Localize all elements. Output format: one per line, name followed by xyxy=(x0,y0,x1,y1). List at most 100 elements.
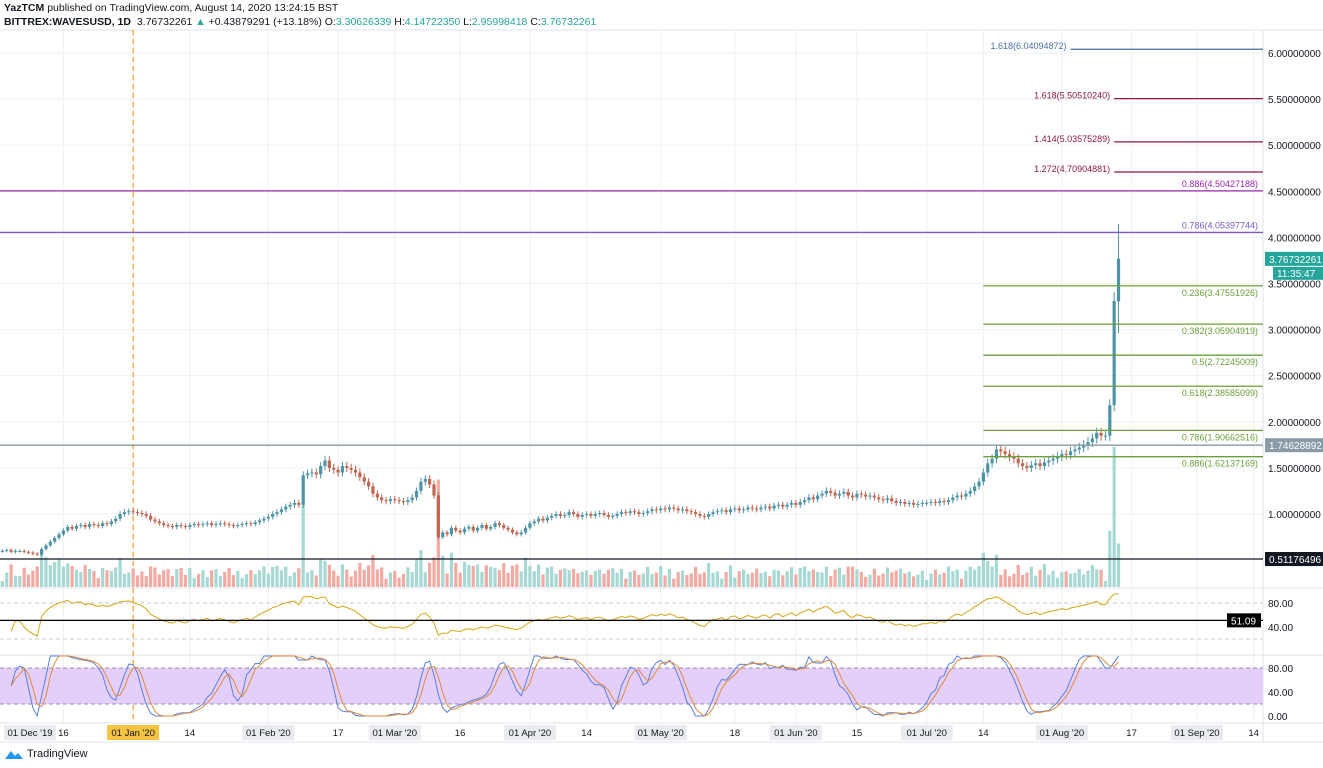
volume-bar xyxy=(214,569,218,587)
volume-bar xyxy=(829,575,833,587)
candle-body xyxy=(1042,462,1046,467)
volume-bar xyxy=(955,569,959,587)
volume-bar xyxy=(667,569,672,587)
volume-bar xyxy=(284,566,288,587)
candle-body xyxy=(305,473,310,476)
fib-level-label: 0.886(1.62137169) xyxy=(1182,459,1258,469)
volume-bar xyxy=(523,557,528,587)
volume-bar xyxy=(676,572,680,587)
candle-body xyxy=(741,509,746,511)
volume-bar xyxy=(489,566,493,587)
candle-body xyxy=(824,490,828,494)
price-chart[interactable]: 1.74628892 0.51176496 1.618(6.04094872) 1.6… xyxy=(0,0,1323,745)
volume-bar xyxy=(166,569,170,587)
volume-bar xyxy=(702,572,706,587)
fib-level-label: 0.618(2.38585099) xyxy=(1182,388,1258,398)
volume-bar xyxy=(532,571,536,587)
candle-body xyxy=(999,449,1003,452)
candle-body xyxy=(122,512,127,514)
candle-body xyxy=(672,507,676,509)
volume-bar xyxy=(74,569,79,587)
candle-body xyxy=(654,509,658,511)
volume-bar xyxy=(1051,570,1055,587)
volume-bar xyxy=(471,565,475,587)
candle-body xyxy=(772,505,776,509)
fib-level-label: 0.886(4.50427188) xyxy=(1182,179,1258,189)
volume-bar xyxy=(650,573,654,587)
candle-body xyxy=(698,514,702,516)
volume-bar xyxy=(497,570,501,587)
candle-body xyxy=(175,525,179,527)
volume-bar xyxy=(711,572,715,587)
volume-bar xyxy=(759,573,763,587)
candle-body xyxy=(22,550,26,552)
candle-body xyxy=(353,469,358,473)
time-axis-tick: 01 Dec '19 xyxy=(7,728,52,739)
candle-body xyxy=(157,521,161,524)
volume-bar xyxy=(258,570,262,587)
volume-bar xyxy=(149,566,153,587)
candle-body xyxy=(746,507,750,510)
volume-bar xyxy=(694,566,698,587)
candle-body xyxy=(942,501,946,503)
stoch-d-line xyxy=(10,655,1119,717)
candle-body xyxy=(258,520,262,523)
candle-body xyxy=(253,522,257,525)
candle-body xyxy=(733,508,737,510)
symbol-title[interactable]: BITTREX:WAVESUSD, 1D xyxy=(4,16,131,28)
time-axis-tick: 14 xyxy=(185,728,196,739)
candle-body xyxy=(593,514,597,516)
volume-bar xyxy=(236,571,240,587)
volume-bar xyxy=(933,569,937,587)
volume-bar xyxy=(663,575,667,587)
volume-bar xyxy=(358,563,362,587)
time-axis-tick: 01 Apr '20 xyxy=(509,728,552,739)
candle-body xyxy=(759,507,763,510)
candle-body xyxy=(419,481,423,491)
volume-bar xyxy=(820,572,824,587)
volume-bar xyxy=(301,504,305,587)
volume-bar xyxy=(641,573,645,587)
volume-bar xyxy=(192,578,196,587)
candle-body xyxy=(515,532,519,535)
volume-bar xyxy=(458,572,462,587)
volume-bar xyxy=(170,576,174,587)
candle-body xyxy=(885,498,890,501)
candle-body xyxy=(585,514,589,515)
volume-bar xyxy=(26,574,31,587)
time-label-bg xyxy=(1171,725,1223,740)
volume-bar xyxy=(340,564,345,587)
stoch-k-line xyxy=(10,655,1119,718)
volume-bar xyxy=(454,562,458,587)
candle-body xyxy=(842,491,846,494)
candle-body xyxy=(1007,454,1012,457)
price-axis-tick: 3.50000000 xyxy=(1268,280,1321,291)
rsi-axis-tick: 40.00 xyxy=(1268,623,1293,634)
candle-body xyxy=(807,497,811,501)
candle-body xyxy=(558,514,563,516)
candle-body xyxy=(929,502,933,504)
volume-bar xyxy=(816,572,820,587)
candle-body xyxy=(310,472,314,474)
time-axis-tick: 17 xyxy=(1126,728,1137,739)
volume-bar xyxy=(0,581,4,587)
candle-body xyxy=(35,553,39,555)
volume-bar xyxy=(271,566,275,587)
volume-bar xyxy=(632,570,637,587)
volume-bar xyxy=(606,569,610,587)
candle-body xyxy=(441,532,445,538)
volume-bar xyxy=(480,571,484,587)
candle-body xyxy=(454,527,458,531)
volume-bar xyxy=(419,550,423,587)
time-axis-tick: 14 xyxy=(978,728,989,739)
stoch-axis-tick: 40.00 xyxy=(1268,688,1293,699)
candle-body xyxy=(118,514,122,519)
volume-bar xyxy=(977,566,981,587)
candle-body xyxy=(763,506,767,508)
volume-bar xyxy=(87,568,92,587)
time-axis-tick: 01 Jun '20 xyxy=(774,728,818,739)
candle-body xyxy=(794,502,798,505)
candle-body xyxy=(423,478,427,482)
volume-bar xyxy=(611,568,615,587)
candle-body xyxy=(131,511,135,513)
